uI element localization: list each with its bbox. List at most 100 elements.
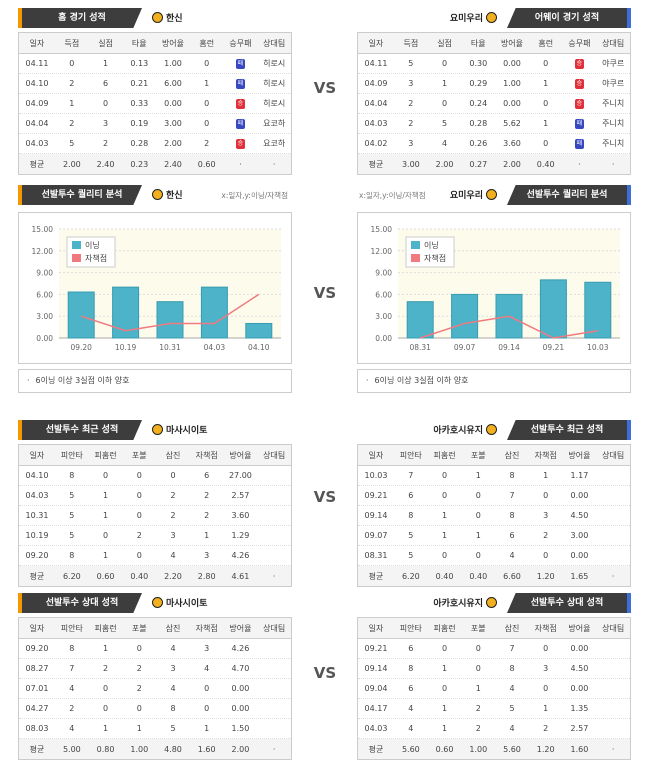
table-cell: 5	[69, 531, 75, 540]
data-table: 일자 피안타 피홈런 포볼 삼진 자책점 방어율 상대팀 09.21 6 0 0 7 0 0.00 09.14…	[357, 617, 631, 760]
table-cell: 0.40	[536, 159, 555, 169]
team: 한신	[152, 188, 183, 201]
table-cell: 5	[509, 704, 515, 713]
table-row: 09.20 8 1 0 4 3 4.26	[19, 546, 291, 566]
table-cell: 히로시	[263, 99, 286, 108]
table-cell: 0	[136, 511, 142, 520]
table-cell: 2.57	[570, 724, 589, 733]
heading-tab: 홈 경기 성적	[18, 8, 142, 28]
table-cell: 1	[475, 531, 481, 540]
table-cell: 0	[543, 644, 549, 653]
panel-heading: 선발투수 퀄리티 분석 한신 x:일자,y:이닝/자책점	[18, 185, 292, 205]
table-cell: 0	[103, 99, 109, 108]
table-cell: 08.31	[364, 551, 388, 560]
column-header: 방어율	[568, 623, 591, 633]
table-row: 10.03 7 0 1 8 1 1.17	[358, 466, 630, 486]
table-cell: 3	[204, 551, 210, 560]
table-cell: 0.00	[503, 59, 521, 68]
result-icon: 패	[574, 119, 584, 129]
table-cell: 3	[170, 531, 176, 540]
column-header: 피안타	[60, 623, 83, 633]
table-cell: 1.35	[570, 704, 589, 713]
team: 아카호시유지	[433, 596, 497, 609]
table-cell: 2	[136, 684, 142, 693]
table-cell: 6	[408, 644, 414, 653]
data-table: 일자 득점 실점 타율 방어율 홈런 승무패 상대팀 04.11 5 0 0.30 0.00 0 승 야쿠르 0…	[357, 32, 631, 175]
bar	[584, 281, 612, 339]
legend-label: 자책점	[424, 253, 446, 263]
heading-tab: 선발투수 상대 성적	[18, 593, 142, 613]
average-row: 평균 5.60 0.60 1.00 5.60 1.20 1.60 ·	[358, 739, 630, 759]
table-cell: 6	[408, 491, 414, 500]
chart: 0.00 3.00 6.00 9.00 12.00 15.00 08.31 09.07 09.1…	[371, 225, 620, 352]
table-cell: 0.00	[503, 99, 521, 108]
table-cell: 04.09	[25, 99, 49, 108]
table-cell: 4	[170, 551, 176, 560]
column-header: 홈런	[538, 38, 554, 48]
bar	[245, 322, 273, 339]
heading-tab: 선발투수 퀄리티 분석	[507, 185, 631, 205]
table-row: 04.02 3 4 0.26 3.60 0 패 주니치	[358, 134, 630, 154]
team: 마사시이토	[152, 423, 207, 436]
table-cell: 0.27	[469, 159, 488, 169]
table-cell: 2.80	[197, 571, 216, 581]
table-cell: 09.20	[25, 551, 49, 560]
table-cell: 0	[136, 644, 142, 653]
table-cell: 0	[475, 664, 481, 673]
column-header: 자책점	[534, 450, 557, 460]
vs-label: VS	[313, 664, 337, 682]
table-cell: 요코하	[263, 139, 286, 148]
table-cell: ·	[611, 159, 615, 169]
column-header: 상대팀	[263, 38, 286, 48]
table-cell: 04.10	[25, 471, 49, 480]
table-cell: 04.11	[25, 59, 49, 68]
table-cell: 2	[136, 531, 142, 540]
y-tick-label: 9.00	[375, 269, 392, 278]
table-cell: 3.60	[503, 139, 521, 148]
table-cell: 1	[103, 59, 109, 68]
x-tick-label: 10.31	[159, 343, 181, 352]
line	[419, 315, 598, 339]
table-cell: 1.20	[536, 571, 555, 581]
table-cell: 10.31	[25, 511, 49, 520]
table-cell: 0.21	[130, 79, 149, 88]
table-cell: 2	[204, 511, 210, 520]
axis-note: x:일자,y:이닝/자책점	[359, 191, 426, 200]
legend-label: 자책점	[85, 253, 107, 263]
table-cell: 3.60	[231, 511, 250, 520]
table-cell: 야쿠르	[602, 79, 625, 88]
column-header: 피홈런	[433, 623, 456, 633]
column-header: 방어율	[500, 38, 524, 48]
note-text: 6이닝 이상 3실점 이하 양호	[374, 376, 469, 385]
legend-label: 이닝	[424, 240, 439, 250]
table-cell: 8	[509, 471, 515, 480]
table-cell: 04.04	[364, 99, 388, 108]
y-tick-label: 0.00	[36, 334, 53, 343]
table-panel: 선발투수 최근 성적 마사시이토 일자 피안타 피홈런 포볼 삼진 자책점 방어율 상대팀 04.1…	[18, 420, 292, 587]
table-cell: 0	[204, 119, 210, 128]
table-cell: 0	[204, 684, 210, 693]
team: 아카호시유지	[433, 423, 497, 436]
table-cell: 2	[103, 139, 109, 148]
column-header: 자책점	[195, 450, 218, 460]
table-cell: 0	[103, 704, 109, 713]
table-header: 일자 득점 실점 타율 방어율 홈런 승무패 상대팀	[358, 33, 630, 54]
table-cell: 0	[442, 471, 448, 480]
team-logo	[486, 189, 497, 200]
team-logo	[152, 12, 163, 23]
team: 요미우리	[450, 188, 497, 201]
table-row: 04.03 2 5 0.28 5.62 1 패 주니치	[358, 114, 630, 134]
result-icon: 승	[574, 99, 584, 109]
table-cell: 4	[408, 724, 414, 733]
result-cell: 승	[563, 78, 597, 89]
result-icon: 패	[574, 139, 584, 149]
bar	[451, 293, 479, 339]
table-cell: 0.24	[469, 99, 488, 108]
table-cell: 0	[442, 551, 448, 560]
table-cell: 2	[408, 99, 414, 108]
line	[80, 293, 260, 332]
table-cell: 0	[543, 99, 549, 108]
column-header: 일자	[368, 450, 384, 460]
y-tick-label: 12.00	[32, 247, 54, 256]
